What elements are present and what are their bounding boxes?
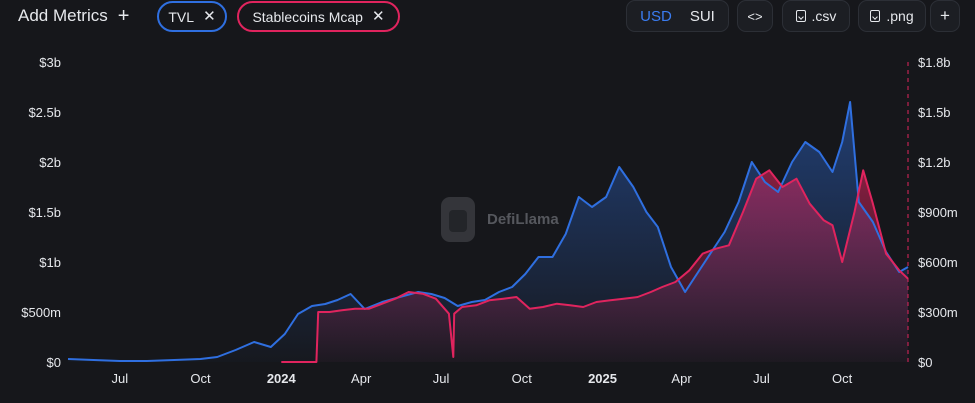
x-tick-label: Apr (351, 371, 372, 386)
y-left-tick-label: $0 (47, 355, 61, 370)
metric-chip-stablecoins[interactable]: Stablecoins Mcap ✕ (237, 1, 400, 32)
y-right-tick-label: $1.2b (918, 155, 951, 170)
currency-toggle: USD SUI (626, 0, 729, 32)
x-tick-label: 2024 (267, 371, 297, 386)
series-line-stablecoins (281, 169, 909, 363)
close-icon[interactable]: ✕ (371, 8, 385, 25)
y-right-tick-label: $600m (918, 255, 958, 270)
plus-icon: + (940, 6, 950, 25)
x-tick-label: Jul (111, 371, 128, 386)
add-metrics-button[interactable]: Add Metrics + (6, 0, 147, 32)
embed-button[interactable]: <> (737, 0, 773, 32)
close-icon[interactable]: ✕ (203, 8, 216, 25)
add-metrics-label: Add Metrics (18, 6, 108, 25)
file-download-icon (870, 10, 881, 22)
series-line-tvl (67, 101, 909, 362)
x-tick-label: Jul (753, 371, 770, 386)
download-csv-button[interactable]: .csv (782, 0, 850, 32)
y-right-tick-label: $900m (918, 205, 958, 220)
metric-chip-label: Stablecoins Mcap (252, 8, 363, 25)
chart: DefiLlama $0 $500m $1b $1.5b $2b $2.5b $3b $0 $3… (21, 55, 958, 386)
x-tick-label: Oct (512, 371, 533, 386)
currency-option-usd[interactable]: USD (640, 7, 672, 25)
y-left-tick-label: $2.5b (28, 105, 61, 120)
x-tick-label: Apr (671, 371, 692, 386)
y-left-tick-label: $500m (21, 305, 61, 320)
plus-icon: + (117, 5, 130, 27)
watermark-text: DefiLlama (487, 211, 559, 228)
file-download-icon (795, 10, 806, 22)
code-icon: <> (747, 8, 763, 24)
metric-chip-label: TVL (168, 8, 195, 25)
y-left-tick-label: $1.5b (28, 205, 61, 220)
add-chart-button[interactable]: + (930, 0, 960, 32)
llama-logo-icon (441, 197, 475, 242)
png-label: .png (886, 8, 914, 24)
watermark: DefiLlama (441, 197, 559, 242)
download-png-button[interactable]: .png (858, 0, 926, 32)
currency-option-sui[interactable]: SUI (689, 7, 715, 25)
x-tick-label: 2025 (588, 371, 617, 386)
y-right-tick-label: $1.5b (918, 105, 951, 120)
x-tick-label: Jul (433, 371, 450, 386)
x-tick-label: Oct (190, 371, 211, 386)
csv-label: .csv (811, 8, 837, 24)
series-area-stablecoins (281, 170, 908, 362)
toolbar: Add Metrics + TVL ✕ Stablecoins Mcap ✕ U… (0, 0, 975, 34)
y-left-tick-label: $3b (39, 55, 61, 70)
metric-chip-tvl[interactable]: TVL ✕ (157, 1, 227, 32)
y-left-tick-label: $1b (39, 255, 61, 270)
y-right-tick-label: $1.8b (918, 55, 951, 70)
y-right-tick-label: $0 (918, 355, 932, 370)
y-right-tick-label: $300m (918, 305, 958, 320)
x-tick-label: Oct (832, 371, 853, 386)
y-left-tick-label: $2b (39, 155, 61, 170)
